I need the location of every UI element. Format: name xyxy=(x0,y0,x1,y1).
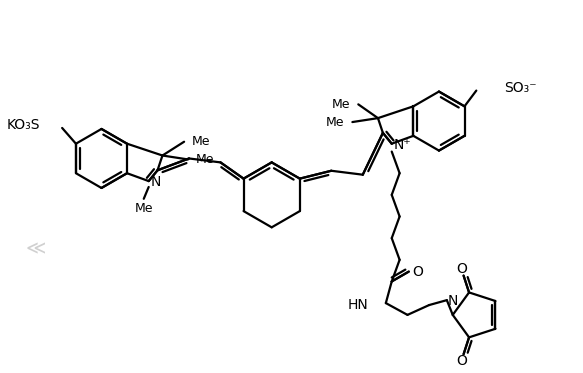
Text: O: O xyxy=(456,262,467,276)
Text: Me: Me xyxy=(196,153,215,166)
Text: N: N xyxy=(448,294,458,308)
Text: N: N xyxy=(150,175,161,189)
Text: SO₃⁻: SO₃⁻ xyxy=(504,81,536,95)
Text: O: O xyxy=(412,264,423,279)
Text: HN: HN xyxy=(347,298,368,312)
Text: Me: Me xyxy=(192,135,210,148)
Text: O: O xyxy=(456,354,467,368)
Text: ≪: ≪ xyxy=(26,239,45,258)
Text: Me: Me xyxy=(135,202,153,215)
Text: KO₃S: KO₃S xyxy=(7,118,40,132)
Text: Me: Me xyxy=(332,98,350,111)
Text: N⁺: N⁺ xyxy=(394,138,412,152)
Text: Me: Me xyxy=(326,116,345,129)
